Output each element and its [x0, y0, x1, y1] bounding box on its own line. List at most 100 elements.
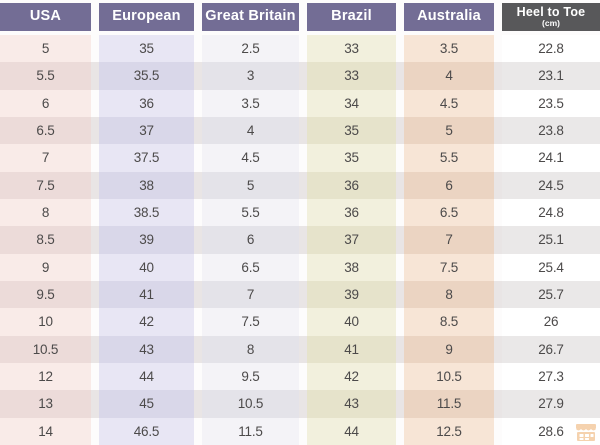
cell-heel: 26: [502, 308, 600, 336]
cell-heel: 24.5: [502, 171, 600, 199]
cell-gb: 7.5: [202, 308, 299, 336]
column-gap: [91, 335, 99, 363]
column-header-heel: Heel to Toe (cm): [502, 3, 600, 31]
column-gap: [396, 253, 404, 281]
column-gap: [194, 362, 202, 391]
table-row: 12 44 9.5 42 10.5 27.3: [0, 362, 600, 391]
column-gap: [194, 116, 202, 145]
table-row: 5.5 35.5 3 33 4 23.1: [0, 62, 600, 90]
column-gap: [91, 308, 99, 336]
cell-brazil: 36: [307, 198, 396, 227]
cell-gb: 3.5: [202, 89, 299, 117]
column-gap: [91, 3, 99, 31]
column-gap: [494, 417, 502, 445]
column-gap: [396, 362, 404, 391]
column-gap: [299, 226, 307, 254]
cell-usa: 10: [0, 308, 91, 336]
cell-heel: 27.3: [502, 362, 600, 391]
cell-brazil: 40: [307, 308, 396, 336]
column-gap: [194, 62, 202, 90]
cell-brazil: 35: [307, 116, 396, 145]
cell-australia: 6: [404, 171, 494, 199]
column-gap: [299, 280, 307, 309]
cell-european: 39: [99, 226, 194, 254]
cell-european: 35: [99, 35, 194, 63]
column-gap: [396, 280, 404, 309]
cell-brazil: 35: [307, 144, 396, 172]
column-gap: [494, 280, 502, 309]
column-gap: [494, 116, 502, 145]
column-gap: [299, 308, 307, 336]
cell-heel: 24.1: [502, 144, 600, 172]
cell-usa: 9.5: [0, 280, 91, 309]
cell-usa: 8.5: [0, 226, 91, 254]
cell-brazil: 33: [307, 35, 396, 63]
cell-heel: 25.4: [502, 253, 600, 281]
column-gap: [91, 144, 99, 172]
column-gap: [91, 62, 99, 90]
table-row: 10 42 7.5 40 8.5 26: [0, 308, 600, 336]
cell-gb: 6.5: [202, 253, 299, 281]
cell-brazil: 43: [307, 390, 396, 418]
cell-european: 38.5: [99, 198, 194, 227]
column-gap: [299, 390, 307, 418]
cell-european: 42: [99, 308, 194, 336]
column-gap: [396, 198, 404, 227]
cell-australia: 5: [404, 116, 494, 145]
column-gap: [299, 3, 307, 31]
column-gap: [299, 335, 307, 363]
cell-usa: 9: [0, 253, 91, 281]
table-row: 6 36 3.5 34 4.5 23.5: [0, 89, 600, 117]
column-gap: [396, 390, 404, 418]
cell-european: 43: [99, 335, 194, 363]
column-gap: [299, 171, 307, 199]
column-gap: [494, 253, 502, 281]
column-gap: [194, 35, 202, 63]
cell-usa: 10.5: [0, 335, 91, 363]
column-gap: [194, 171, 202, 199]
cell-brazil: 42: [307, 362, 396, 391]
column-gap: [91, 171, 99, 199]
cell-heel: 23.1: [502, 62, 600, 90]
column-header-label: USA: [29, 8, 62, 25]
cell-heel: 22.8: [502, 35, 600, 63]
cell-gb: 8: [202, 335, 299, 363]
cell-european: 46.5: [99, 417, 194, 445]
cell-australia: 10.5: [404, 362, 494, 391]
cell-european: 45: [99, 390, 194, 418]
cell-australia: 11.5: [404, 390, 494, 418]
cell-australia: 4: [404, 62, 494, 90]
column-gap: [494, 335, 502, 363]
cell-usa: 12: [0, 362, 91, 391]
column-gap: [194, 390, 202, 418]
cell-gb: 7: [202, 280, 299, 309]
column-gap: [396, 308, 404, 336]
column-gap: [91, 362, 99, 391]
cell-usa: 5.5: [0, 62, 91, 90]
column-gap: [91, 417, 99, 445]
column-gap: [91, 116, 99, 145]
column-gap: [494, 308, 502, 336]
cell-european: 44: [99, 362, 194, 391]
column-gap: [396, 171, 404, 199]
column-gap: [194, 335, 202, 363]
column-header-label: Brazil: [331, 8, 372, 25]
column-gap: [494, 362, 502, 391]
column-gap: [194, 253, 202, 281]
column-gap: [494, 226, 502, 254]
column-gap: [194, 198, 202, 227]
column-gap: [194, 308, 202, 336]
cell-european: 41: [99, 280, 194, 309]
column-gap: [396, 62, 404, 90]
column-gap: [91, 390, 99, 418]
column-gap: [396, 144, 404, 172]
cell-gb: 4.5: [202, 144, 299, 172]
cell-australia: 4.5: [404, 89, 494, 117]
cell-heel: 25.7: [502, 280, 600, 309]
table-row: 6.5 37 4 35 5 23.8: [0, 116, 600, 145]
column-gap: [494, 198, 502, 227]
cell-european: 38: [99, 171, 194, 199]
column-gap: [299, 89, 307, 117]
column-gap: [194, 144, 202, 172]
cell-australia: 12.5: [404, 417, 494, 445]
